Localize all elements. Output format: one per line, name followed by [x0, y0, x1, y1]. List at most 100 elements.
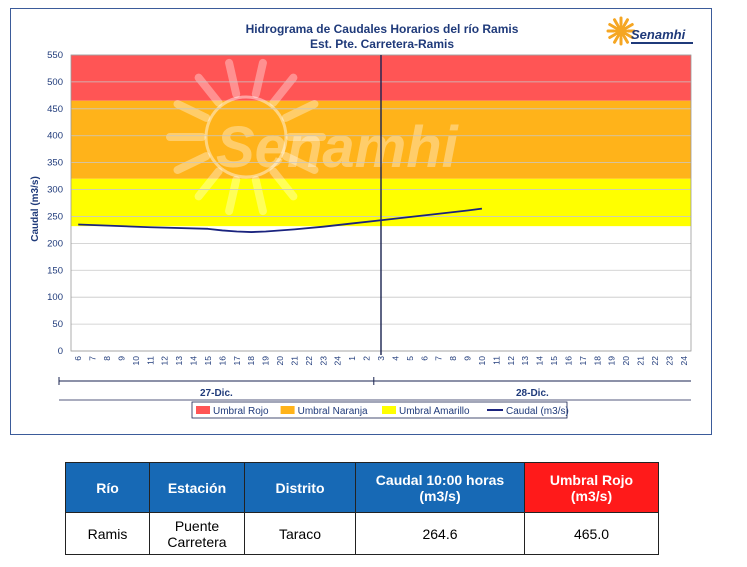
x-tick-label: 9 — [463, 356, 473, 361]
x-tick-label: 24 — [333, 356, 343, 366]
header-caudal: Caudal 10:00 horas (m3/s) — [355, 462, 525, 513]
x-axis: 6 7 8 9 10 11 12 13 14 15 16 17 18 19 20 21 22 23 24 1 2 3 4 5 6… — [73, 356, 689, 366]
y-tick-label: 50 — [52, 319, 63, 330]
legend-label: Umbral Rojo — [213, 406, 269, 417]
legend-label: Caudal (m3/s) — [506, 406, 569, 417]
x-tick-label: 17 — [578, 356, 588, 366]
x-tick-label: 5 — [405, 356, 415, 361]
header-umbral-rojo: Umbral Rojo (m3/s) — [524, 462, 659, 513]
y-tick-label: 500 — [47, 77, 63, 88]
x-tick-label: 15 — [549, 356, 559, 366]
x-tick-label: 3 — [376, 356, 386, 361]
day-label: 27-Dic. — [200, 388, 233, 399]
x-tick-label: 22 — [650, 356, 660, 366]
header-distrito: Distrito — [244, 462, 356, 513]
x-tick-label: 21 — [289, 356, 299, 366]
watermark-sun — [204, 95, 288, 179]
x-tick-label: 10 — [477, 356, 487, 366]
y-tick-label: 300 — [47, 185, 63, 196]
x-tick-label: 11 — [491, 356, 501, 365]
y-axis-title: Caudal (m3/s) — [30, 176, 41, 242]
station-info-table: Río Estación Distrito Caudal 10:00 horas… — [65, 462, 659, 555]
x-tick-label: 8 — [448, 356, 458, 361]
y-tick-label: 550 — [47, 50, 63, 61]
sun-core — [615, 25, 627, 37]
logo-underline — [631, 42, 693, 44]
sun-ray — [613, 35, 619, 44]
day-axis: 27-Dic. 28-Dic. — [58, 377, 691, 401]
x-tick-label: 1 — [347, 356, 357, 361]
sun-icon — [606, 16, 636, 46]
senamhi-watermark: Senamhi — [166, 58, 460, 216]
x-tick-label: 17 — [232, 356, 242, 366]
x-tick-label: 2 — [362, 356, 372, 361]
legend-swatch — [382, 406, 396, 414]
x-tick-label: 4 — [390, 356, 400, 361]
x-tick-label: 10 — [131, 356, 141, 366]
grid-lines — [70, 54, 692, 355]
y-axis: 0 50 100 150 200 250 300 350 400 450 500 550 — [47, 50, 63, 357]
x-tick-label: 7 — [88, 356, 98, 361]
watermark-ray — [251, 175, 267, 216]
logo-text: Senamhi — [631, 27, 686, 42]
x-tick-label: 22 — [304, 356, 314, 366]
x-tick-label: 24 — [679, 356, 689, 366]
sun-ray — [625, 33, 634, 39]
y-tick-label: 250 — [47, 211, 63, 222]
sun-ray — [625, 23, 634, 29]
header-estacion: Estación — [149, 462, 245, 513]
x-tick-label: 12 — [506, 356, 516, 366]
x-tick-label: 9 — [116, 356, 126, 361]
y-tick-label: 400 — [47, 131, 63, 142]
x-tick-label: 13 — [520, 356, 530, 366]
sun-ray — [613, 18, 619, 27]
sun-ray — [623, 18, 629, 27]
cell-rio: Ramis — [65, 512, 150, 555]
cell-estacion: Puente Carretera — [149, 512, 245, 555]
x-tick-label: 23 — [664, 356, 674, 366]
watermark-ray — [173, 100, 211, 122]
x-tick-label: 18 — [592, 356, 602, 366]
x-tick-label: 21 — [636, 356, 646, 366]
table-header-row: Río Estación Distrito Caudal 10:00 horas… — [65, 462, 659, 513]
x-tick-label: 20 — [621, 356, 631, 366]
chart-panel: Senamhi 0 50 100 150 200 250 300 350 400 450 500 55… — [10, 8, 712, 435]
watermark-ray — [194, 167, 223, 201]
x-tick-label: 16 — [563, 356, 573, 366]
y-tick-label: 200 — [47, 238, 63, 249]
legend-swatch — [280, 406, 295, 414]
legend-label: Umbral Naranja — [298, 406, 368, 417]
chart-subtitle: Est. Pte. Carretera-Ramis — [310, 37, 454, 51]
x-tick-label: 12 — [160, 356, 170, 366]
series-line-caudal — [78, 207, 483, 233]
x-tick-label: 23 — [318, 356, 328, 366]
watermark-text: Senamhi — [216, 115, 460, 180]
sun-ray — [608, 33, 617, 39]
watermark-ray — [269, 167, 298, 201]
x-tick-label: 16 — [217, 356, 227, 366]
x-tick-label: 20 — [275, 356, 285, 366]
series-layer — [78, 207, 483, 233]
hydrograph-chart: Senamhi 05010015020025030035040045050055… — [30, 16, 693, 419]
watermark-ray — [225, 175, 241, 216]
chart-title: Hidrograma de Caudales Horarios del río … — [246, 22, 519, 36]
x-tick-label: 8 — [102, 356, 112, 361]
legend-swatch — [196, 406, 210, 414]
legend: Umbral Rojo Umbral Naranja Umbral Amarillo… — [191, 401, 569, 419]
x-tick-label: 14 — [535, 356, 545, 366]
header-rio: Río — [65, 462, 150, 513]
x-tick-label: 14 — [189, 356, 199, 366]
y-tick-label: 0 — [58, 346, 63, 357]
x-tick-label: 19 — [261, 356, 271, 366]
y-tick-label: 150 — [47, 265, 63, 276]
x-tick-label: 6 — [419, 356, 429, 361]
watermark-ray — [225, 58, 241, 99]
senamhi-logo: Senamhi — [606, 16, 693, 46]
cell-distrito: Taraco — [244, 512, 356, 555]
x-tick-label: 6 — [73, 356, 83, 361]
sun-ray — [623, 35, 629, 44]
x-tick-label: 7 — [434, 356, 444, 361]
cell-caudal: 264.6 — [355, 512, 525, 555]
day-label: 28-Dic. — [516, 388, 549, 399]
watermark-ray — [281, 100, 319, 122]
